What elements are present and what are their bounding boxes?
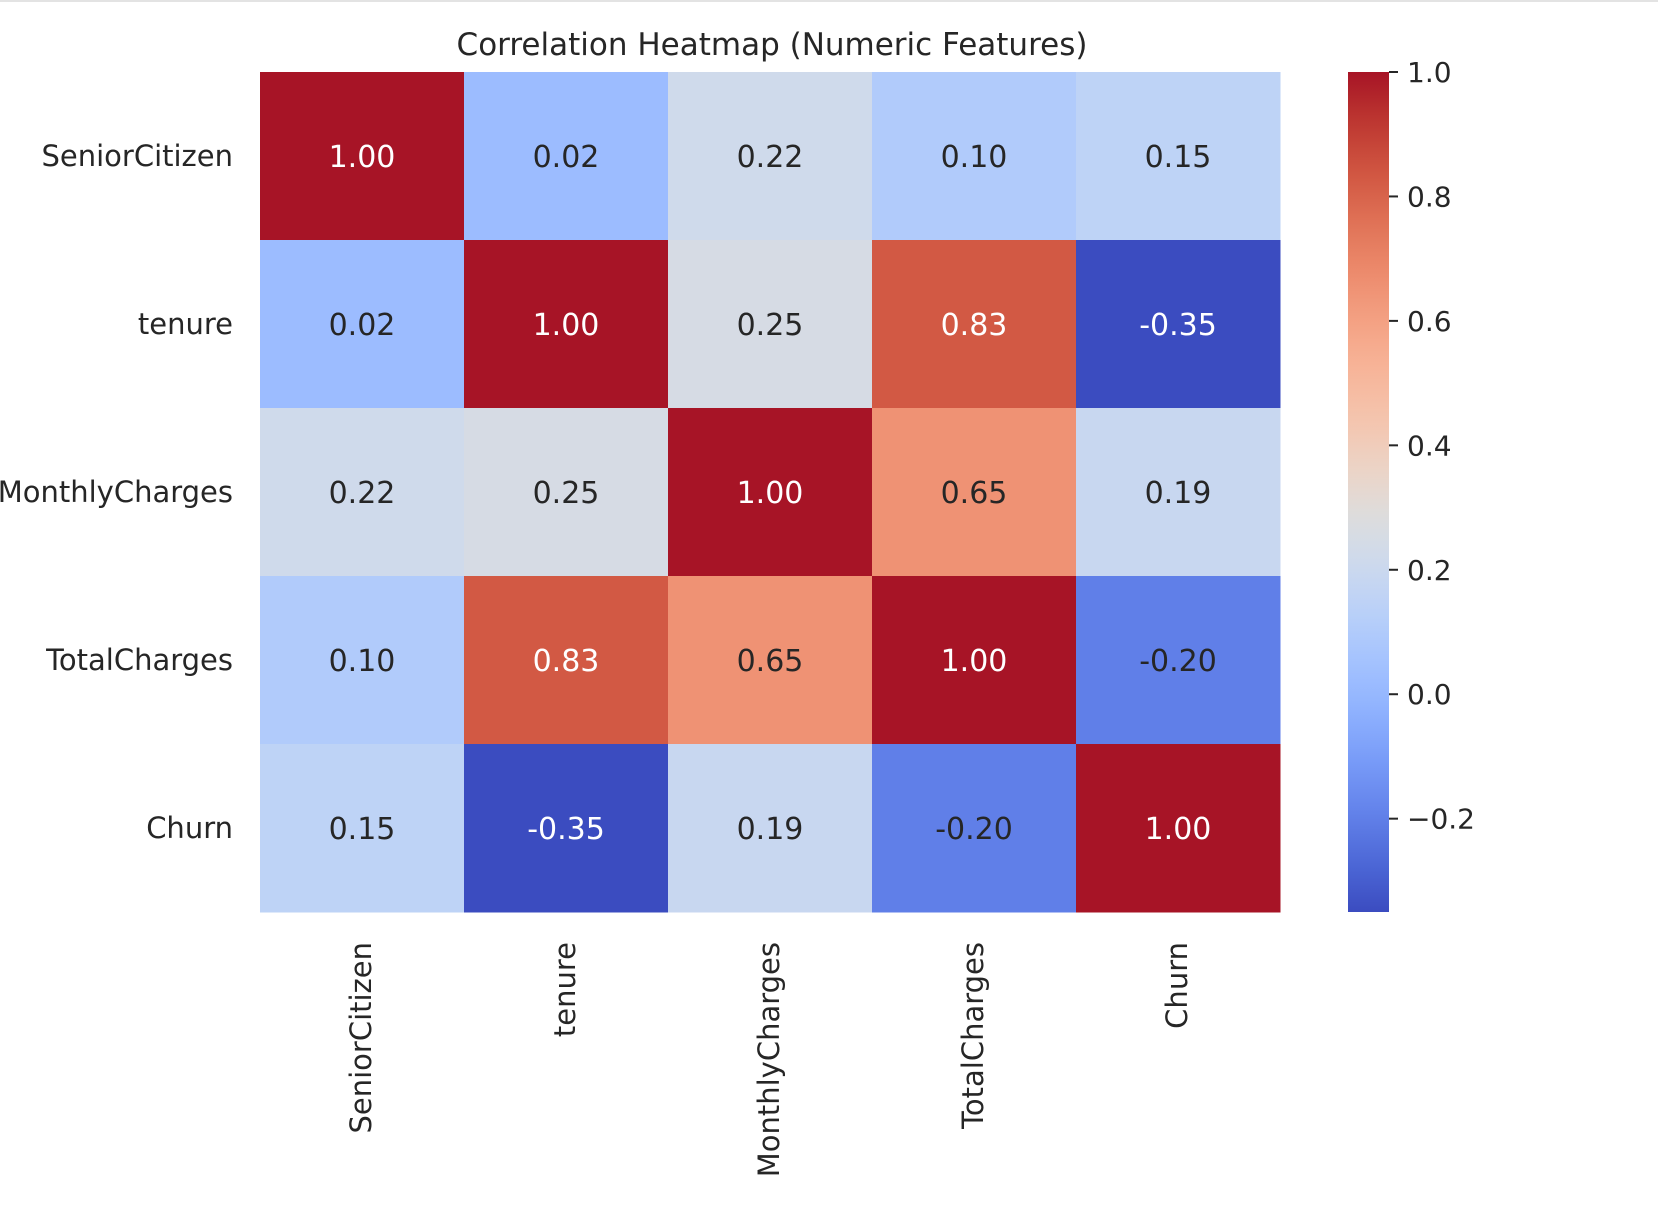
heatmap-cell-value: 0.19 <box>1145 476 1212 511</box>
heatmap-cell-value: 0.02 <box>533 140 600 175</box>
heatmap-cell <box>464 576 669 745</box>
heatmap-cell-value: 1.00 <box>329 140 396 175</box>
heatmap-cell-value: 0.02 <box>329 308 396 343</box>
heatmap-cell <box>464 744 669 913</box>
heatmap-cell <box>464 240 669 409</box>
colorbar-tick-label: 1.0 <box>1407 56 1452 89</box>
colorbar-tick-label: 0.4 <box>1407 429 1452 462</box>
heatmap-cell-value: 0.65 <box>737 644 804 679</box>
heatmap-cell-value: 1.00 <box>1145 812 1212 847</box>
heatmap-cell <box>668 408 873 577</box>
heatmap-cell <box>464 408 669 577</box>
heatmap-cell <box>260 240 465 409</box>
heatmap-cell-value: -0.35 <box>1139 308 1217 343</box>
colorbar-tick-label: 0.2 <box>1407 554 1452 587</box>
heatmap-cell-value: 0.22 <box>329 476 396 511</box>
heatmap-cell-value: 0.22 <box>737 140 804 175</box>
y-tick-label: TotalCharges <box>45 643 233 677</box>
heatmap-cell <box>464 72 669 241</box>
heatmap-cell <box>1076 72 1281 241</box>
heatmap-cell-value: 1.00 <box>533 308 600 343</box>
heatmap-cell <box>872 240 1077 409</box>
heatmap-cell <box>668 72 873 241</box>
heatmap-cell <box>260 408 465 577</box>
heatmap-cell <box>1076 408 1281 577</box>
heatmap-cells <box>260 72 1281 913</box>
heatmap-cell <box>872 744 1077 913</box>
heatmap-cell-value: 0.83 <box>941 308 1008 343</box>
heatmap-cell-value: 0.15 <box>1145 140 1212 175</box>
heatmap-cell <box>1076 240 1281 409</box>
heatmap-cell-value: 1.00 <box>941 644 1008 679</box>
x-tick-label: TotalCharges <box>956 942 990 1130</box>
heatmap-cell-value: 0.10 <box>329 644 396 679</box>
chart-title: Correlation Heatmap (Numeric Features) <box>457 27 1088 63</box>
heatmap-cell <box>872 72 1077 241</box>
x-tick-label: tenure <box>548 942 582 1037</box>
colorbar-tick-label: 0.0 <box>1407 678 1452 711</box>
y-tick-label: MonthlyCharges <box>0 475 233 509</box>
heatmap-cell <box>260 72 465 241</box>
colorbar-tick-label: 0.8 <box>1407 180 1452 213</box>
heatmap-cell-value: 0.25 <box>737 308 804 343</box>
heatmap-cell <box>260 744 465 913</box>
heatmap-cell <box>668 744 873 913</box>
top-border <box>0 0 1658 2</box>
colorbar <box>1348 72 1389 912</box>
heatmap-cell-value: -0.20 <box>1139 644 1217 679</box>
x-tick-label: MonthlyCharges <box>752 942 786 1177</box>
heatmap-cell <box>668 576 873 745</box>
heatmap-cell <box>872 408 1077 577</box>
heatmap-cell-value: -0.20 <box>935 812 1013 847</box>
heatmap-cell-value: 0.83 <box>533 644 600 679</box>
heatmap-cell <box>872 576 1077 745</box>
colorbar-ticks: 1.0 0.8 0.6 0.4 0.2 0.0 −0.2 <box>1389 56 1475 836</box>
x-tick-label: SeniorCitizen <box>344 942 378 1134</box>
y-tick-label: Churn <box>146 811 233 845</box>
y-tick-label: SeniorCitizen <box>41 139 233 173</box>
x-axis-tick-labels: SeniorCitizen tenure MonthlyCharges TotalCh… <box>344 942 1194 1177</box>
heatmap-cell-value: 0.15 <box>329 812 396 847</box>
heatmap-cell <box>1076 576 1281 745</box>
heatmap-cell-value: 0.25 <box>533 476 600 511</box>
heatmap-cell-value: 0.65 <box>941 476 1008 511</box>
heatmap-cell-labels: 1.00 0.02 0.22 0.10 0.15 0.02 1.00 0.25 0.83 -0.3… <box>329 140 1217 847</box>
x-tick-label: Churn <box>1160 942 1194 1029</box>
colorbar-tick-label: 0.6 <box>1407 305 1452 338</box>
y-axis-tick-labels: SeniorCitizen tenure MonthlyCharges TotalCh… <box>0 139 233 845</box>
heatmap-cell <box>260 576 465 745</box>
heatmap-cell-value: 0.19 <box>737 812 804 847</box>
heatmap-cell-value: 0.10 <box>941 140 1008 175</box>
heatmap-cell <box>668 240 873 409</box>
y-tick-label: tenure <box>138 307 233 341</box>
colorbar-tick-label: −0.2 <box>1407 803 1475 836</box>
heatmap-cell-value: 1.00 <box>737 476 804 511</box>
heatmap-cell <box>1076 744 1281 913</box>
heatmap-cell-value: -0.35 <box>527 812 605 847</box>
